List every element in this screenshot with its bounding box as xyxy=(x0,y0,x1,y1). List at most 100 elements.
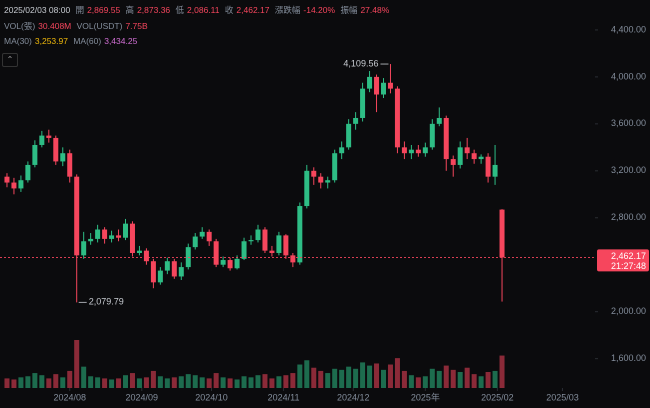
volume-bar xyxy=(220,377,226,388)
candle-body xyxy=(360,88,366,118)
candle-body xyxy=(206,231,212,242)
value: 3,434.25 xyxy=(104,36,138,46)
volume-bar xyxy=(227,378,233,388)
label: MA(30) xyxy=(4,36,32,46)
candle-body xyxy=(255,229,261,241)
candle-body xyxy=(478,156,484,160)
candle-body xyxy=(157,270,163,283)
volume-bar xyxy=(255,375,261,388)
value: 7.75B xyxy=(125,21,148,31)
volume-bar xyxy=(311,367,317,388)
candle-body xyxy=(367,76,373,89)
volume-bar xyxy=(269,378,275,388)
candle-body xyxy=(178,267,184,277)
candle-body xyxy=(81,241,87,256)
x-tick-label: 2025年 xyxy=(411,391,440,402)
volume-bar xyxy=(471,374,477,388)
candle-body xyxy=(290,255,296,263)
label: MA(60) xyxy=(73,36,102,46)
volume-bar xyxy=(53,374,59,388)
volume-bar xyxy=(464,367,470,388)
label: 漲跌幅 xyxy=(274,5,301,15)
value: 2,462.17 xyxy=(236,5,270,15)
volume-bar xyxy=(304,360,310,388)
x-tick-label: 2024/10 xyxy=(195,392,228,402)
candle-body xyxy=(415,149,421,154)
countdown-label: 21:27:48 xyxy=(611,261,646,271)
candle-body xyxy=(143,250,149,262)
volume-bar xyxy=(360,362,366,388)
candle-body xyxy=(25,164,31,181)
volume-bar xyxy=(192,375,198,388)
value: 2,873.36 xyxy=(137,5,171,15)
candle-body xyxy=(234,258,240,269)
volume-bar xyxy=(248,377,254,388)
candle-body xyxy=(318,176,324,183)
value: 2,869.55 xyxy=(87,5,121,15)
candle-body xyxy=(380,82,386,95)
volume-bar xyxy=(143,377,149,388)
candle-body xyxy=(129,223,135,253)
volume-bar xyxy=(199,377,205,388)
candle-body xyxy=(269,250,275,253)
collapse-button[interactable]: ⌃ xyxy=(2,53,18,67)
candle-body xyxy=(346,123,352,148)
label: 振幅 xyxy=(340,5,358,15)
candle-body xyxy=(199,231,205,237)
y-tick-label: 4,400.00 xyxy=(611,24,646,34)
y-tick-label: 4,000.00 xyxy=(611,71,646,81)
candle-body xyxy=(297,206,303,263)
volume-bar xyxy=(283,375,289,388)
volume-bar xyxy=(408,375,414,388)
label: 收 xyxy=(224,5,234,15)
volume-bar xyxy=(353,368,359,388)
volume-bar xyxy=(157,376,163,388)
volume-bar xyxy=(401,370,407,388)
y-tick-label: 2,800.00 xyxy=(611,212,646,222)
volume-bar xyxy=(339,369,345,388)
volume-bar xyxy=(123,375,129,388)
volume-bar xyxy=(374,363,380,388)
candle-body xyxy=(88,238,94,242)
candle-body xyxy=(394,88,400,148)
x-tick-label: 2024/08 xyxy=(53,392,86,402)
volume-bar xyxy=(276,376,282,388)
label: 高 xyxy=(125,5,135,15)
volume-bar xyxy=(234,379,240,388)
value: 2,086.11 xyxy=(187,5,220,15)
candle-body xyxy=(429,123,435,148)
last-price-box xyxy=(597,249,649,272)
label: VOL(張) xyxy=(4,21,36,31)
volume-bar xyxy=(318,370,324,388)
candle-body xyxy=(241,241,247,259)
y-tick-label: 3,200.00 xyxy=(611,165,646,175)
volume-bar xyxy=(457,372,463,388)
candle-body xyxy=(102,229,108,239)
label: VOL(USDT) xyxy=(76,21,123,31)
volume-bar xyxy=(81,366,87,388)
volume-bar xyxy=(394,358,400,388)
volume-bar xyxy=(11,379,17,388)
volume-bar xyxy=(429,368,435,388)
x-tick-label: 2024/11 xyxy=(268,392,300,402)
volume-bar xyxy=(4,378,10,388)
volume-bar xyxy=(422,376,428,388)
candle-body xyxy=(339,147,345,154)
label: 低 xyxy=(175,5,185,15)
time: 2025/02/03 08:00 xyxy=(4,5,71,15)
candle-body xyxy=(136,250,142,253)
volume-bar xyxy=(32,373,38,388)
candle-body xyxy=(436,117,442,124)
volume-bar xyxy=(499,355,505,388)
candle-body xyxy=(401,147,407,154)
candle-body xyxy=(276,235,282,253)
volume-bar xyxy=(67,370,73,388)
volume-bar xyxy=(492,370,498,388)
volume-bar xyxy=(436,370,442,388)
volume-bar xyxy=(102,378,108,388)
label: 開 xyxy=(75,5,85,15)
volume-bar xyxy=(25,376,31,388)
annotation: 4,109.56 xyxy=(343,58,378,68)
volume-bar xyxy=(116,378,122,388)
